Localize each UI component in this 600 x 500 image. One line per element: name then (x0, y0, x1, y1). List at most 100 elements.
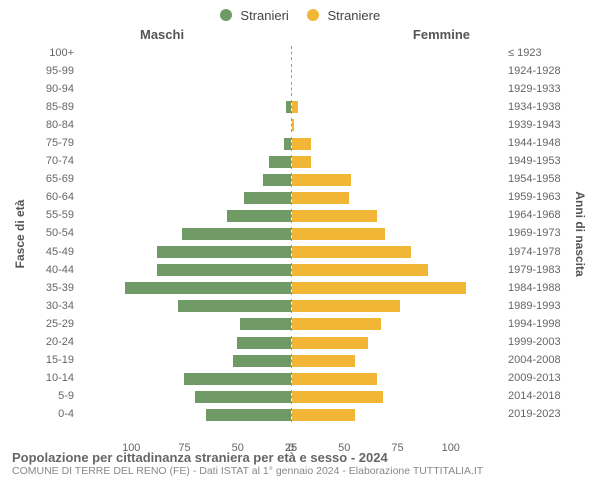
bar-male (206, 409, 291, 421)
bar-female (292, 138, 311, 150)
age-tick: 45-49 (30, 247, 74, 258)
birth-tick: 1934-1938 (508, 102, 570, 113)
pyramid-chart: Stranieri Straniere Maschi Femmine Fasce… (0, 0, 600, 500)
birth-tick: 1959-1963 (508, 192, 570, 203)
bar-male (284, 138, 290, 150)
age-tick: 90-94 (30, 84, 74, 95)
age-tick: 100+ (30, 48, 74, 59)
x-tick-zero: 0 (288, 442, 294, 454)
bar-male (157, 246, 291, 258)
bar-row (78, 155, 504, 169)
bar-row (78, 408, 504, 422)
bar-male (227, 210, 291, 222)
bar-row (78, 245, 504, 259)
age-tick: 55-59 (30, 210, 74, 221)
bar-male (157, 264, 291, 276)
bar-row (78, 137, 504, 151)
bar-female (292, 373, 377, 385)
age-tick: 70-74 (30, 156, 74, 167)
bar-female (292, 318, 381, 330)
bar-female (292, 156, 311, 168)
bar-female (292, 355, 356, 367)
header-male: Maschi (140, 27, 184, 42)
birth-tick: 1939-1943 (508, 120, 570, 131)
birth-tick: 1924-1928 (508, 66, 570, 77)
bar-row (78, 118, 504, 132)
bar-male (233, 355, 290, 367)
bar-female (292, 282, 466, 294)
birth-ticks: ≤ 19231924-19281929-19331934-19381939-19… (504, 44, 570, 424)
bars-container (78, 44, 504, 424)
age-tick: 95-99 (30, 66, 74, 77)
birth-tick: 1954-1958 (508, 174, 570, 185)
age-tick: 25-29 (30, 319, 74, 330)
legend-label-female: Straniere (327, 8, 380, 23)
birth-tick: 1984-1988 (508, 283, 570, 294)
legend-item-male: Stranieri (220, 8, 289, 23)
bar-female (292, 246, 411, 258)
chart-subtitle: COMUNE DI TERRE DEL RENO (FE) - Dati IST… (12, 465, 588, 477)
y-axis-left-title: Fasce di età (10, 44, 30, 424)
bar-female (292, 391, 383, 403)
bar-row (78, 372, 504, 386)
bar-row (78, 281, 504, 295)
bar-row (78, 317, 504, 331)
bar-row (78, 354, 504, 368)
bar-row (78, 227, 504, 241)
age-tick: 0-4 (30, 409, 74, 420)
column-headers: Maschi Femmine (10, 27, 590, 42)
bar-female (292, 101, 298, 113)
bar-row (78, 64, 504, 78)
bar-female (292, 337, 369, 349)
legend-item-female: Straniere (307, 8, 380, 23)
bar-row (78, 173, 504, 187)
age-tick: 10-14 (30, 373, 74, 384)
bar-male (263, 174, 291, 186)
age-tick: 85-89 (30, 102, 74, 113)
bar-male (184, 373, 290, 385)
birth-tick: 1994-1998 (508, 319, 570, 330)
bar-male (195, 391, 291, 403)
legend-swatch-male (220, 9, 232, 21)
bar-male (178, 300, 291, 312)
age-tick: 40-44 (30, 265, 74, 276)
age-tick: 60-64 (30, 192, 74, 203)
age-tick: 50-54 (30, 228, 74, 239)
bar-row (78, 46, 504, 60)
bar-female (292, 409, 356, 421)
bar-row (78, 100, 504, 114)
bar-female (292, 192, 349, 204)
age-tick: 65-69 (30, 174, 74, 185)
age-tick: 80-84 (30, 120, 74, 131)
bar-row (78, 336, 504, 350)
birth-tick: ≤ 1923 (508, 48, 570, 59)
age-tick: 35-39 (30, 283, 74, 294)
legend: Stranieri Straniere (10, 8, 590, 23)
bar-male (244, 192, 291, 204)
age-tick: 5-9 (30, 391, 74, 402)
birth-tick: 1949-1953 (508, 156, 570, 167)
bar-male (240, 318, 291, 330)
birth-tick: 1979-1983 (508, 265, 570, 276)
birth-tick: 2014-2018 (508, 391, 570, 402)
bar-female (292, 174, 352, 186)
legend-swatch-female (307, 9, 319, 21)
birth-tick: 1969-1973 (508, 228, 570, 239)
age-tick: 75-79 (30, 138, 74, 149)
plot-area: 255075100 255075100 0 (78, 44, 504, 424)
y-axis-right-title: Anni di nascita (570, 44, 590, 424)
birth-tick: 1974-1978 (508, 247, 570, 258)
bar-male (237, 337, 290, 349)
birth-tick: 1964-1968 (508, 210, 570, 221)
legend-label-male: Stranieri (240, 8, 288, 23)
bar-row (78, 191, 504, 205)
chart-footer: Popolazione per cittadinanza straniera p… (10, 450, 590, 477)
age-tick: 30-34 (30, 301, 74, 312)
bar-male (125, 282, 291, 294)
bar-row (78, 209, 504, 223)
birth-tick: 1944-1948 (508, 138, 570, 149)
age-ticks: 100+ 95-99 90-94 85-89 80-84 75-79 70-74 65-69 6… (30, 44, 78, 424)
bar-female (292, 228, 386, 240)
birth-tick: 2019-2023 (508, 409, 570, 420)
bar-row (78, 390, 504, 404)
